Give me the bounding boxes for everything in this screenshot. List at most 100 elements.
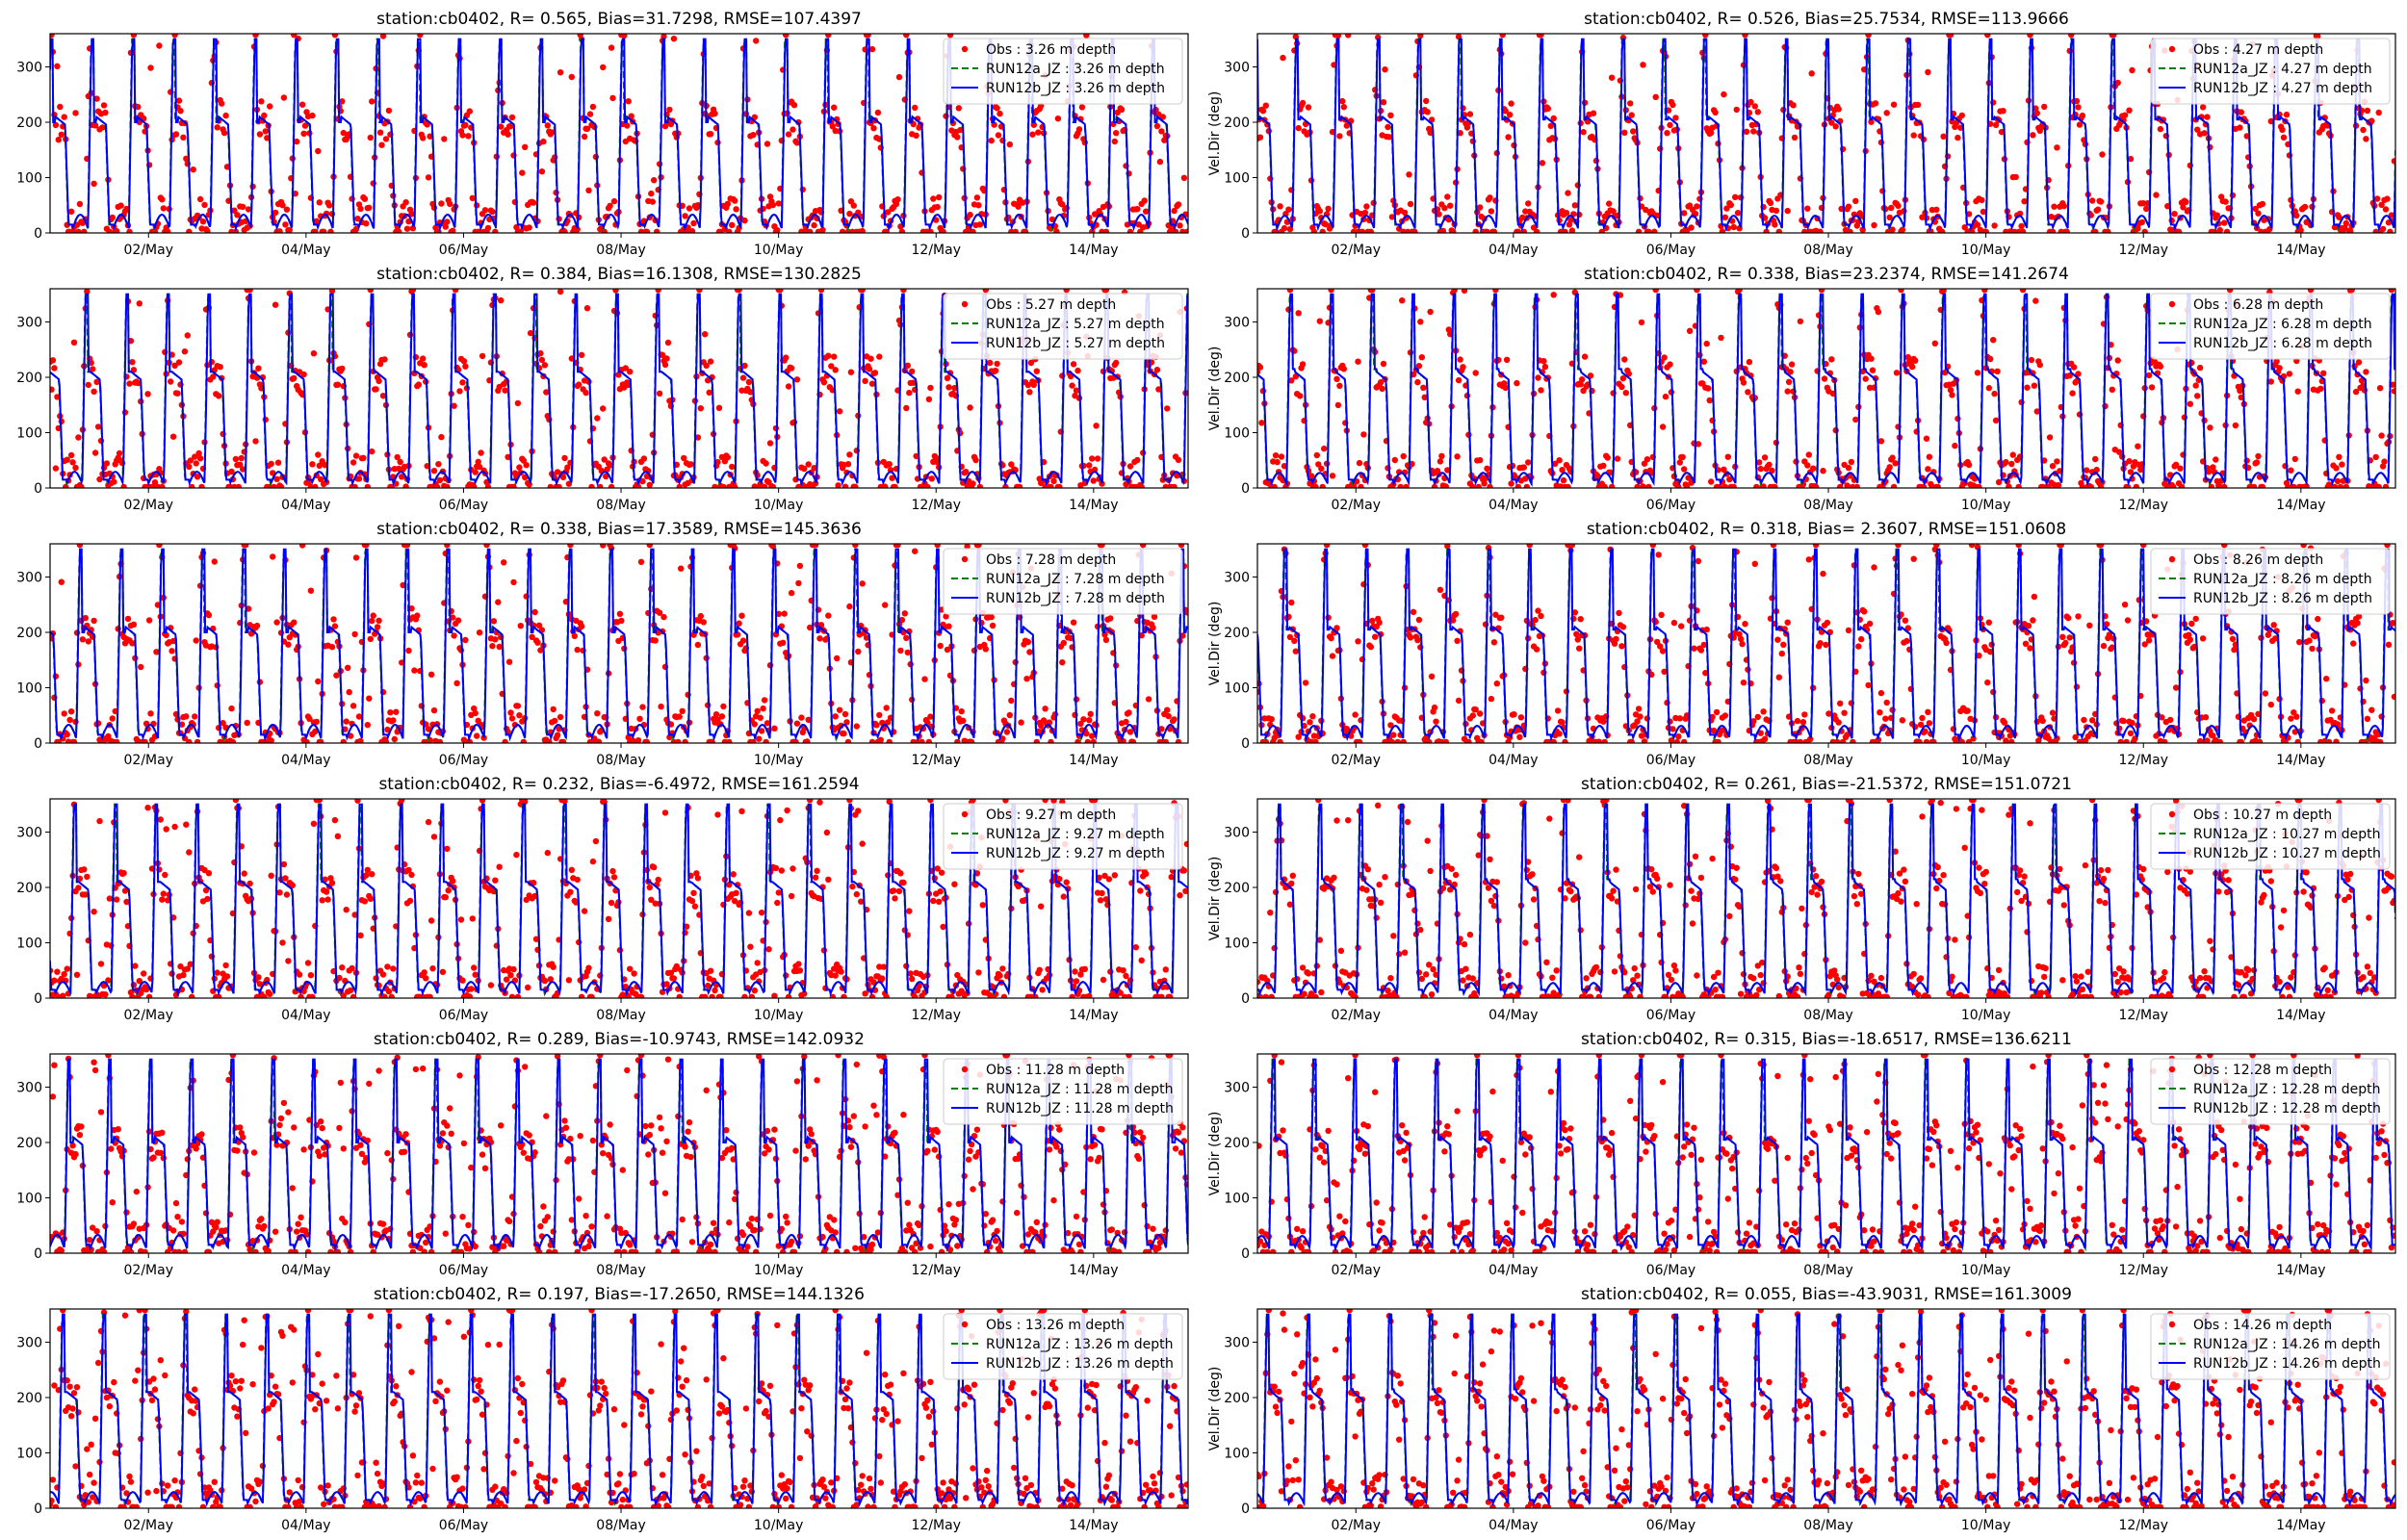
obs-point — [729, 221, 736, 228]
obs-point — [1414, 636, 1421, 644]
obs-point — [1753, 483, 1760, 488]
obs-point — [1898, 289, 1904, 294]
obs-point — [1126, 709, 1132, 716]
obs-point — [189, 483, 195, 488]
obs-point — [174, 390, 181, 397]
obs-point — [409, 289, 417, 294]
obs-point — [594, 415, 601, 422]
obs-point — [129, 640, 136, 647]
obs-point — [2028, 356, 2035, 364]
obs-point — [1030, 121, 1038, 128]
obs-point — [601, 456, 608, 463]
obs-point — [2022, 640, 2030, 647]
obs-point — [1158, 726, 1165, 732]
obs-point — [408, 605, 415, 612]
obs-point — [1492, 611, 1499, 618]
obs-point — [2170, 483, 2177, 488]
obs-point — [750, 132, 757, 139]
obs-point — [411, 667, 418, 674]
obs-point — [624, 122, 631, 129]
obs-point — [1652, 289, 1659, 294]
obs-point — [2252, 205, 2259, 213]
obs-point — [2291, 455, 2298, 463]
obs-point — [863, 634, 870, 641]
obs-point — [2270, 622, 2277, 629]
obs-point — [1183, 228, 1188, 233]
obs-point — [261, 112, 268, 119]
obs-point — [1875, 308, 1882, 316]
obs-point — [607, 462, 613, 469]
obs-point — [1024, 638, 1032, 646]
obs-point — [252, 34, 259, 38]
obs-point — [2171, 211, 2178, 218]
obs-point — [151, 479, 159, 486]
obs-point — [1791, 134, 1799, 141]
obs-point — [763, 460, 769, 467]
obs-point — [1123, 718, 1129, 726]
obs-point — [1991, 222, 1998, 229]
obs-point — [309, 112, 316, 119]
obs-point — [2062, 639, 2069, 647]
obs-point — [402, 199, 409, 206]
obs-point — [774, 227, 781, 233]
y-tick-label: 200 — [1224, 116, 1250, 131]
obs-point — [1134, 456, 1141, 464]
obs-point — [960, 717, 967, 724]
obs-point — [1877, 438, 1885, 445]
obs-point — [1780, 641, 1787, 648]
obs-point — [1876, 709, 1883, 716]
obs-point — [195, 449, 202, 457]
obs-point — [1801, 711, 1808, 718]
obs-point — [618, 617, 625, 625]
obs-point — [1080, 716, 1087, 723]
obs-point — [105, 732, 112, 740]
y-tick-label: 0 — [34, 226, 42, 242]
obs-point — [1070, 361, 1077, 368]
legend-entry: Obs : 5.27 m depth — [986, 297, 1116, 313]
obs-point — [315, 678, 322, 685]
obs-point — [124, 615, 132, 623]
obs-point — [210, 373, 217, 380]
obs-point — [622, 365, 629, 372]
obs-point — [751, 721, 758, 728]
obs-point — [946, 34, 954, 38]
obs-point — [1850, 738, 1856, 743]
obs-point — [235, 483, 242, 488]
plot-area — [50, 289, 1188, 488]
obs-point — [769, 483, 777, 488]
obs-point — [1600, 718, 1607, 725]
obs-point — [52, 121, 60, 129]
obs-point — [1787, 369, 1794, 375]
obs-point — [466, 108, 473, 115]
obs-point — [1505, 134, 1512, 141]
obs-point — [1090, 738, 1097, 743]
obs-point — [945, 623, 952, 629]
obs-point — [205, 611, 213, 619]
obs-point — [91, 449, 99, 456]
obs-point — [1015, 203, 1022, 210]
obs-point — [760, 705, 766, 712]
obs-point — [1769, 467, 1775, 475]
obs-point — [1138, 483, 1145, 488]
obs-point — [831, 353, 838, 360]
obs-point — [2379, 225, 2387, 233]
obs-point — [777, 289, 784, 294]
obs-point — [1436, 211, 1442, 218]
obs-point — [1804, 462, 1811, 469]
obs-point — [1740, 379, 1747, 386]
obs-point — [1401, 209, 1409, 217]
obs-point — [2124, 617, 2132, 624]
obs-point — [1820, 468, 1826, 475]
legend-entry: RUN12b_JZ : 7.28 m depth — [986, 591, 1165, 606]
obs-point — [244, 719, 250, 727]
obs-point — [1812, 483, 1820, 488]
obs-point — [1423, 97, 1430, 105]
obs-point — [492, 228, 499, 233]
obs-point — [1461, 289, 1468, 295]
obs-point — [2339, 461, 2345, 468]
obs-point — [496, 643, 503, 651]
obs-point — [1968, 544, 1976, 549]
obs-point — [2232, 422, 2239, 429]
obs-point — [1630, 128, 1637, 135]
obs-point — [832, 713, 839, 720]
